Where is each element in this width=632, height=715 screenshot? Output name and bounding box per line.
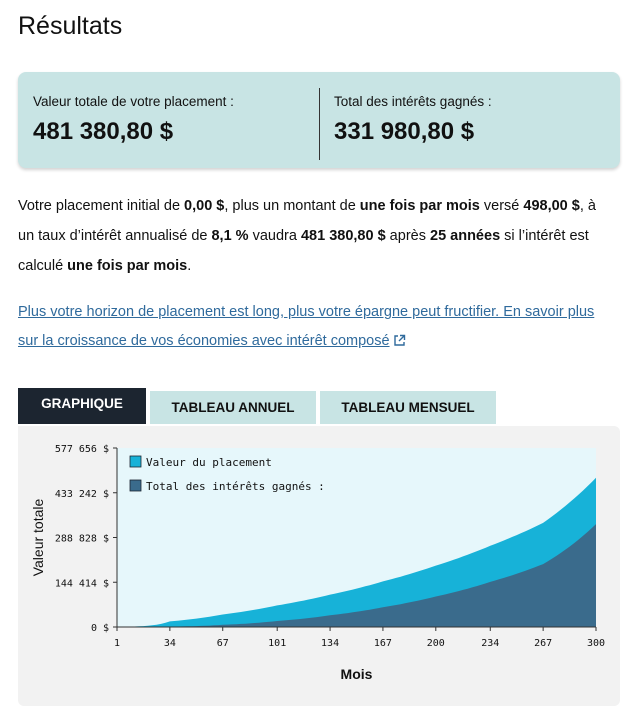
legend-label: Valeur du placement [146, 456, 272, 469]
desc-text: si l’intérêt est calculé [18, 228, 589, 274]
total-interest-label: Total des intérêts gagnés : [334, 94, 492, 109]
y-tick-label: 144 414 $ [55, 578, 109, 589]
legend-swatch [129, 479, 142, 492]
y-tick-label: 577 656 $ [55, 444, 109, 455]
total-interest-amount: 331 980,80 $ [334, 118, 475, 145]
legend-label: Total des intérêts gagnés : [146, 480, 325, 493]
x-tick-label: 234 [481, 638, 499, 649]
total-value-label: Valeur totale de votre placement : [33, 94, 234, 109]
x-tick-label: 267 [534, 638, 552, 649]
tab-graphique[interactable]: GRAPHIQUE [18, 388, 146, 424]
desc-final-amount: 481 380,80 $ [300, 228, 386, 244]
total-value-block: Valeur totale de votre placement : 481 3… [33, 72, 323, 168]
x-tick-label: 1 [114, 638, 120, 649]
external-link-icon[interactable] [393, 329, 406, 358]
x-tick-label: 167 [374, 638, 392, 649]
x-tick-label: 134 [321, 638, 339, 649]
y-tick-label: 0 $ [91, 623, 109, 634]
desc-years: 25 années [430, 228, 501, 244]
y-tick-label: 288 828 $ [55, 534, 109, 545]
desc-frequency: une fois par mois [359, 198, 480, 214]
x-tick-label: 200 [427, 638, 445, 649]
x-tick-label: 101 [268, 638, 286, 649]
tab-tableau-mensuel[interactable]: TABLEAU MENSUEL [320, 391, 496, 424]
x-tick-label: 300 [587, 638, 605, 649]
tab-tableau-annuel[interactable]: TABLEAU ANNUEL [150, 391, 316, 424]
x-tick-label: 67 [217, 638, 229, 649]
compound-interest-link-text[interactable]: Plus votre horizon de placement est long… [18, 304, 595, 349]
investment-growth-chart: 0 $ 144 414 $ 288 828 $ 433 242 $ 577 656 $ 1… [30, 444, 605, 682]
x-tick-label: 34 [164, 638, 176, 649]
desc-interest-rate: 8,1 % [211, 228, 249, 244]
desc-text: . [187, 258, 192, 274]
desc-text: , à un taux d’intérêt annualisé de [18, 198, 596, 244]
total-value-amount: 481 380,80 $ [33, 118, 174, 145]
desc-contribution-amount: 498,00 $ [523, 198, 580, 214]
y-tick-label: 433 242 $ [55, 489, 109, 500]
compound-interest-link[interactable]: Plus votre horizon de placement est long… [18, 298, 618, 358]
desc-initial-amount: 0,00 $ [184, 198, 225, 214]
results-summary-card: Valeur totale de votre placement : 481 3… [18, 72, 620, 168]
page-title: Résultats [18, 12, 123, 40]
desc-text: Votre placement initial de [18, 198, 185, 214]
desc-text: vaudra [248, 228, 301, 244]
legend-swatch [129, 455, 142, 468]
total-interest-block: Total des intérêts gagnés : 331 980,80 $ [334, 72, 614, 168]
desc-text: après [385, 228, 430, 244]
desc-text: versé [479, 198, 524, 214]
y-axis-label: Valeur totale [30, 499, 46, 577]
x-axis-label: Mois [341, 666, 373, 682]
desc-compounding-frequency: une fois par mois [67, 258, 188, 274]
results-description: Votre placement initial de 0,00 $, plus … [18, 191, 608, 281]
series-area-interets-gagnes [117, 524, 596, 627]
chart-panel: 0 $ 144 414 $ 288 828 $ 433 242 $ 577 656 $ 1… [18, 426, 620, 706]
summary-divider [319, 88, 320, 160]
desc-text: , plus un montant de [224, 198, 360, 214]
